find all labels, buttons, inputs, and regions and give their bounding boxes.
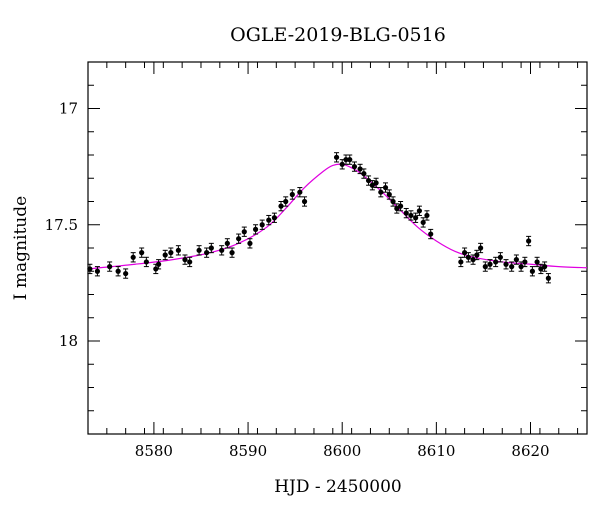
plot-frame (87, 61, 588, 435)
data-point (162, 249, 168, 261)
data-point (175, 245, 181, 256)
data-point (518, 261, 524, 272)
data-point (497, 252, 503, 263)
data-point (87, 263, 93, 275)
data-point (143, 256, 149, 268)
x-axis-label: HJD - 2450000 (274, 477, 402, 497)
data-point (493, 256, 499, 268)
data-point (513, 254, 519, 265)
data-point (204, 247, 210, 258)
data-point (139, 247, 145, 258)
data-point (458, 256, 464, 268)
plot-area: 8580 8590 8600 8610 8620 17 17.5 18 (45, 61, 588, 460)
data-point (347, 154, 353, 165)
data-point (509, 261, 515, 272)
data-point (259, 219, 265, 230)
data-point (289, 189, 295, 200)
data-point (487, 259, 493, 270)
data-point (187, 256, 193, 268)
data-point (465, 252, 471, 263)
data-point (382, 182, 389, 193)
data-point (478, 242, 484, 254)
data-point (373, 177, 379, 189)
data-point (424, 210, 430, 221)
data-point (470, 254, 476, 265)
data-point (526, 235, 532, 247)
chart-title: OGLE-2019-BLG-0516 (230, 24, 446, 46)
data-point (413, 212, 419, 223)
data-point (351, 161, 358, 172)
data-point (182, 254, 188, 265)
data-point (333, 152, 340, 163)
data-point (397, 201, 404, 212)
data-point (386, 189, 392, 200)
x-tick-label: 8610 (417, 442, 455, 460)
data-point (297, 187, 303, 198)
data-point (503, 259, 509, 270)
data-point (252, 224, 259, 235)
data-point (301, 196, 308, 207)
data-point (482, 261, 488, 272)
data-point (538, 263, 544, 275)
data-point (420, 217, 426, 228)
data-point (123, 268, 129, 279)
data-point (153, 263, 159, 275)
data-point (394, 203, 400, 214)
x-tick-label: 8580 (135, 442, 173, 460)
data-point (156, 259, 162, 270)
data-point (369, 180, 375, 191)
data-point (208, 242, 214, 254)
model-curve (87, 163, 588, 270)
data-point (378, 187, 384, 198)
data-point (529, 266, 535, 277)
x-tick-label: 8600 (323, 442, 361, 460)
data-point (278, 201, 284, 212)
data-point (545, 273, 551, 284)
y-tick-label: 18 (59, 332, 78, 350)
data-point (229, 247, 235, 258)
data-point (403, 207, 409, 219)
data-point (247, 238, 253, 249)
data-point (94, 266, 101, 277)
data-point (219, 245, 225, 256)
data-point (416, 205, 423, 216)
minor-ticks (87, 62, 587, 435)
data-point (542, 261, 548, 272)
y-tick-label: 17.5 (45, 216, 78, 234)
data-point (534, 256, 540, 268)
data-point (115, 266, 121, 277)
x-tick-label: 8590 (229, 442, 267, 460)
data-point (271, 212, 278, 223)
data-point (474, 249, 480, 261)
data-point (428, 228, 434, 240)
data-point (357, 163, 363, 175)
y-axis-ticks: 17 17.5 18 (45, 100, 587, 350)
y-tick-label: 17 (59, 100, 78, 118)
data-point (168, 247, 174, 258)
x-axis-ticks: 8580 8590 8600 8610 8620 (135, 62, 550, 460)
data-point (361, 168, 367, 179)
data-point (224, 238, 230, 249)
data-point (408, 210, 414, 221)
data-point (130, 252, 136, 263)
data-point (196, 245, 202, 256)
data-point (390, 196, 396, 207)
data-points (87, 152, 551, 284)
data-point (107, 261, 113, 272)
data-point (522, 256, 528, 268)
data-point (241, 226, 247, 237)
data-point (236, 233, 242, 244)
data-point (266, 214, 272, 226)
y-axis-label: I magnitude (11, 196, 31, 300)
x-tick-label: 8620 (511, 442, 549, 460)
data-point (462, 247, 468, 258)
data-point (283, 196, 289, 207)
